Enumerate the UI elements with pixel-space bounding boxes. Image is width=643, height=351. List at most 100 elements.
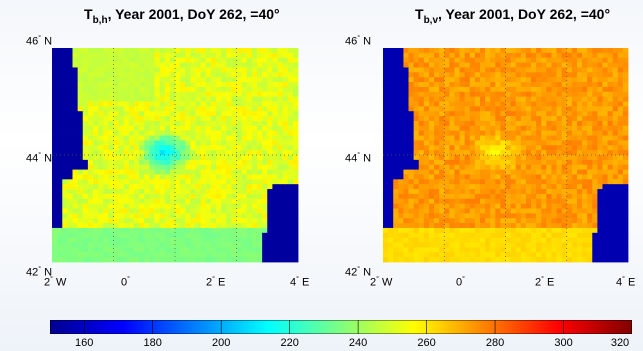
map-left-pixel	[277, 155, 284, 161]
map-right-pixel	[403, 189, 409, 195]
map-left-pixel	[175, 164, 181, 170]
map-right-pixel	[459, 184, 466, 190]
map-left-pixel	[251, 140, 258, 146]
map-left-pixel	[128, 213, 135, 219]
map-right-pixel	[536, 208, 542, 214]
map-left-pixel	[241, 242, 248, 248]
map-right-pixel	[449, 213, 455, 219]
map-left-pixel	[149, 130, 155, 136]
map-left-pixel	[52, 257, 58, 263]
map-left-pixel	[262, 155, 268, 161]
map-right-pixel	[505, 91, 511, 98]
map-right-pixel	[485, 120, 491, 127]
map-left-pixel	[154, 67, 161, 73]
map-right-pixel	[510, 145, 517, 151]
map-left-pixel	[134, 150, 140, 156]
map-right-pixel	[571, 72, 578, 78]
map-right-pixel	[622, 72, 629, 78]
map-left-pixel	[159, 247, 166, 253]
map-right-pixel	[546, 101, 552, 107]
map-right-pixel	[541, 257, 547, 263]
map-left-pixel	[118, 52, 125, 59]
map-left-pixel	[123, 184, 130, 190]
map-left-pixel	[292, 223, 299, 229]
map-right-pixel	[393, 130, 399, 136]
map-left-pixel	[200, 184, 207, 190]
map-right-pixel	[505, 120, 511, 127]
map-right-pixel	[464, 184, 471, 190]
map-left-pixel	[82, 140, 89, 146]
map-right-pixel	[398, 189, 404, 195]
map-right-pixel	[383, 111, 389, 117]
map-left-pixel	[128, 169, 135, 175]
map-right-pixel	[383, 223, 389, 229]
map-left-pixel	[190, 135, 196, 141]
map-right-pixel	[531, 242, 537, 248]
map-right-pixel	[536, 237, 542, 243]
map-right-pixel	[403, 227, 409, 234]
map-right-pixel	[495, 189, 501, 195]
map-left-pixel	[221, 67, 227, 73]
map-left-pixel	[226, 213, 232, 219]
map-right-pixel	[464, 48, 471, 54]
map-left-pixel	[287, 120, 294, 127]
map-right-pixel	[500, 208, 506, 214]
map-left-pixel	[144, 116, 150, 122]
map-right-pixel	[434, 86, 440, 93]
map-left-pixel	[185, 130, 191, 136]
map-right-pixel	[408, 184, 415, 190]
map-right-pixel	[541, 91, 547, 98]
map-left-pixel	[98, 208, 104, 214]
map-right-pixel	[587, 252, 593, 258]
map-left-pixel	[169, 198, 176, 205]
map-right-pixel	[464, 101, 471, 107]
map-right-pixel	[510, 106, 517, 112]
map-left-pixel	[205, 237, 212, 243]
map-left-pixel	[52, 67, 58, 73]
map-right-pixel	[383, 116, 389, 122]
map-right-pixel	[449, 242, 455, 248]
map-left-pixel	[134, 67, 140, 73]
map-right-pixel	[485, 223, 491, 229]
map-left-pixel	[57, 184, 63, 190]
map-left-pixel	[113, 247, 120, 253]
map-left-pixel	[139, 155, 145, 161]
map-right-pixel	[469, 96, 476, 102]
map-right-pixel	[500, 120, 506, 127]
map-left-pixel	[251, 179, 258, 185]
map-right-pixel	[612, 237, 619, 243]
map-left-pixel	[180, 252, 186, 258]
map-right-pixel	[434, 125, 440, 132]
map-left-pixel	[185, 193, 191, 200]
map-right-pixel	[444, 77, 450, 83]
map-left-pixel	[67, 242, 73, 248]
map-left-pixel	[149, 179, 155, 185]
map-left-pixel	[292, 155, 299, 161]
map-left-pixel	[226, 179, 232, 185]
map-left-pixel	[87, 257, 94, 263]
map-left-pixel	[72, 77, 79, 83]
map-right-pixel	[393, 86, 399, 93]
map-left-pixel	[231, 257, 237, 263]
colorbar-tick-label: 240	[348, 337, 368, 349]
map-left-pixel	[139, 174, 145, 180]
map-right-pixel	[423, 135, 430, 141]
map-right-pixel	[490, 218, 496, 224]
map-right-pixel	[531, 106, 537, 112]
map-left-pixel	[282, 96, 289, 102]
map-right-pixel	[393, 111, 399, 117]
map-left-pixel	[154, 91, 161, 98]
map-left-pixel	[221, 174, 227, 180]
map-left-pixel	[190, 174, 196, 180]
map-right-pixel	[408, 67, 415, 73]
map-left-pixel	[113, 111, 120, 117]
map-left-pixel	[87, 218, 94, 224]
map-right-pixel	[607, 125, 614, 132]
map-left-pixel	[195, 111, 202, 117]
map-right-pixel	[571, 52, 578, 59]
map-right-pixel	[500, 106, 506, 112]
map-right-pixel	[408, 232, 415, 239]
map-left-pixel	[216, 247, 222, 253]
map-right-pixel	[423, 218, 430, 224]
map-left-pixel	[149, 101, 155, 107]
